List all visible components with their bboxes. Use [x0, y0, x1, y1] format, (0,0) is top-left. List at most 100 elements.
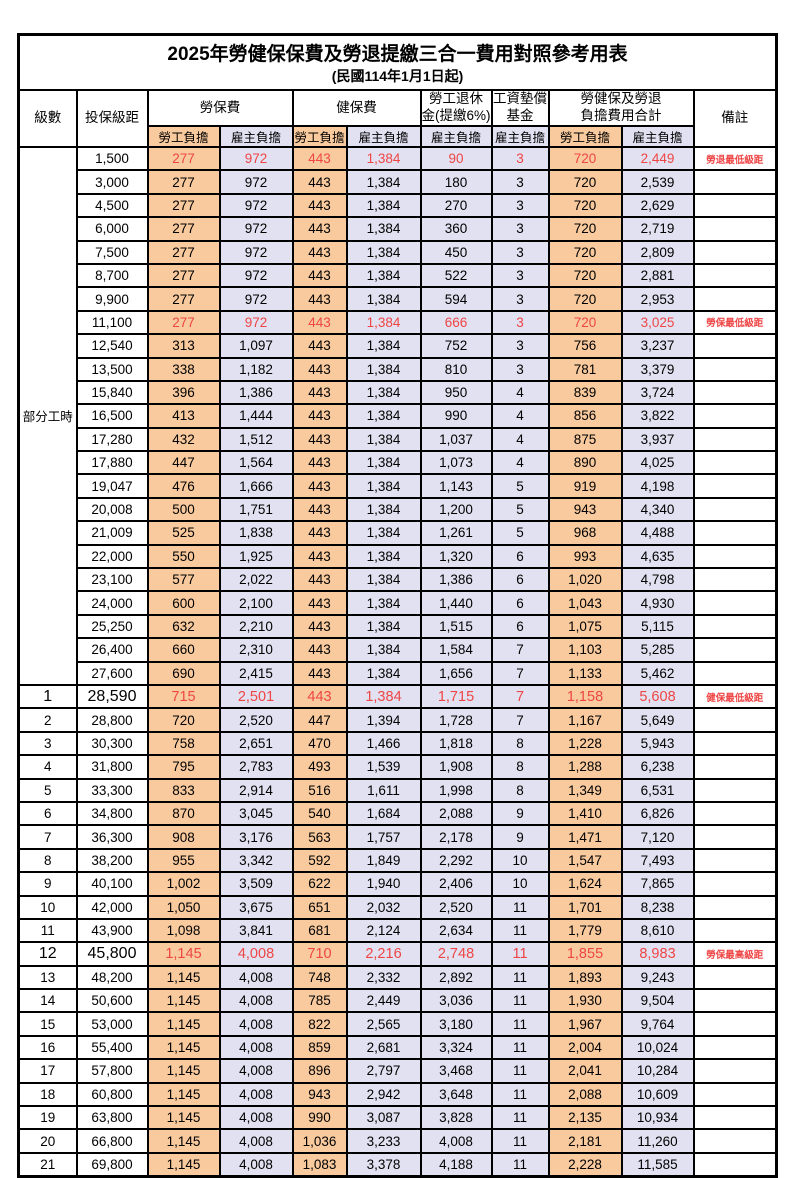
value-cell: 11,260 [620, 1128, 695, 1154]
remark-cell: 勞保最低級距 [692, 309, 778, 336]
value-cell: 1,444 [218, 403, 294, 429]
value-cell: 443 [291, 567, 348, 593]
salary-bracket-cell: 11,100 [75, 309, 149, 336]
value-cell: 7,493 [620, 847, 695, 874]
level-cell: 3 [17, 730, 78, 757]
value-cell: 720 [547, 286, 623, 312]
fee-reference-sheet: 2025年勞健保保費及勞退提繳三合一費用對照參考用表 (民國114年1月1日起)… [17, 33, 779, 1178]
value-cell: 2,520 [419, 894, 493, 920]
value-cell: 1,751 [218, 496, 294, 523]
value-cell: 2,539 [620, 169, 695, 195]
value-cell: 4,930 [620, 590, 695, 616]
value-cell: 1,440 [419, 590, 493, 616]
salary-bracket-cell: 45,800 [75, 941, 149, 967]
value-cell: 5 [490, 520, 550, 546]
value-cell: 833 [146, 777, 221, 803]
value-cell: 3,087 [345, 1104, 422, 1131]
value-cell: 2,210 [218, 613, 294, 640]
value-cell: 1,779 [547, 917, 623, 944]
value-cell: 3,841 [218, 917, 294, 944]
table-row: 19 63,800 1,145 4,008 990 3,087 3,828 11 2,135 10… [17, 1104, 778, 1131]
value-cell: 1,075 [547, 613, 623, 640]
value-cell: 3,828 [419, 1104, 493, 1131]
table-row: 2 28,800 720 2,520 447 1,394 1,728 7 1,167 5,649 [17, 707, 778, 733]
value-cell: 1,584 [419, 637, 493, 663]
value-cell: 1,384 [345, 426, 422, 453]
table-row: 16,500 413 1,444 443 1,384 990 4 856 3,822 [19, 403, 778, 429]
remark-cell [692, 473, 778, 499]
value-cell: 443 [291, 637, 348, 663]
value-cell: 443 [291, 379, 348, 406]
table-row: 14 50,600 1,145 4,008 785 2,449 3,036 11 1,930 9,… [17, 988, 778, 1014]
value-cell: 720 [547, 216, 623, 242]
remark-cell: 勞退最低級距 [692, 145, 778, 172]
table-row: 11,100 277 972 443 1,384 666 3 720 3,025 勞保最低級距 [19, 309, 778, 336]
salary-bracket-cell: 28,590 [75, 683, 149, 710]
salary-bracket-cell: 16,500 [75, 403, 149, 429]
value-cell: 943 [291, 1081, 348, 1108]
value-cell: 3,822 [620, 403, 695, 429]
value-cell: 1,020 [547, 567, 623, 593]
value-cell: 972 [218, 239, 294, 265]
value-cell: 875 [547, 426, 623, 453]
salary-bracket-cell: 48,200 [75, 964, 149, 991]
value-cell: 443 [291, 426, 348, 453]
value-cell: 10 [490, 847, 550, 874]
value-cell: 8,983 [620, 941, 695, 967]
value-cell: 1,145 [146, 1128, 221, 1154]
value-cell: 3 [490, 239, 550, 265]
remark-cell [692, 847, 778, 874]
value-cell: 4,488 [620, 520, 695, 546]
salary-bracket-cell: 60,800 [75, 1081, 149, 1108]
value-cell: 522 [419, 262, 493, 289]
level-cell: 17 [17, 1058, 78, 1084]
table-row: 6 34,800 870 3,045 540 1,684 2,088 9 1,410 6,826 [17, 800, 778, 827]
table-row: 12,540 313 1,097 443 1,384 752 3 756 3,237 [19, 333, 778, 359]
header-total: 勞健保及勞退 負擔費用合計 [547, 89, 695, 127]
value-cell: 972 [218, 262, 294, 289]
value-cell: 1,386 [419, 567, 493, 593]
level-cell: 15 [17, 1011, 78, 1037]
value-cell: 1,908 [419, 754, 493, 780]
value-cell: 632 [146, 613, 221, 640]
salary-bracket-cell: 3,000 [75, 169, 149, 195]
value-cell: 443 [291, 169, 348, 195]
value-cell: 2,228 [547, 1151, 623, 1178]
value-cell: 1,998 [419, 777, 493, 803]
value-cell: 4,008 [218, 1058, 294, 1084]
value-cell: 758 [146, 730, 221, 757]
value-cell: 277 [146, 239, 221, 265]
value-cell: 11 [490, 1081, 550, 1108]
value-cell: 443 [291, 520, 348, 546]
value-cell: 4,008 [218, 941, 294, 967]
remark-cell [692, 356, 778, 382]
value-cell: 4 [490, 450, 550, 476]
table-row: 16 55,400 1,145 4,008 859 2,681 3,324 11 2,004 10… [17, 1034, 778, 1061]
remark-cell [692, 1034, 778, 1061]
value-cell: 443 [291, 216, 348, 242]
value-cell: 10,609 [620, 1081, 695, 1108]
level-cell: 5 [17, 777, 78, 803]
value-cell: 1,656 [419, 660, 493, 687]
value-cell: 7 [490, 683, 550, 710]
value-cell: 8,610 [620, 917, 695, 944]
value-cell: 493 [291, 754, 348, 780]
value-cell: 720 [547, 262, 623, 289]
value-cell: 748 [291, 964, 348, 991]
value-cell: 2,881 [620, 262, 695, 289]
value-cell: 443 [291, 309, 348, 336]
salary-bracket-cell: 20,008 [75, 496, 149, 523]
salary-bracket-cell: 31,800 [75, 754, 149, 780]
value-cell: 990 [291, 1104, 348, 1131]
value-cell: 3 [490, 216, 550, 242]
value-cell: 10,934 [620, 1104, 695, 1131]
value-cell: 2,310 [218, 637, 294, 663]
remark-cell [692, 1058, 778, 1084]
level-cell: 4 [17, 754, 78, 780]
salary-bracket-cell: 30,300 [75, 730, 149, 757]
value-cell: 1,043 [547, 590, 623, 616]
value-cell: 360 [419, 216, 493, 242]
table-row: 22,000 550 1,925 443 1,384 1,320 6 993 4,635 [19, 543, 778, 570]
value-cell: 3,045 [218, 800, 294, 827]
salary-bracket-cell: 21,009 [75, 520, 149, 546]
